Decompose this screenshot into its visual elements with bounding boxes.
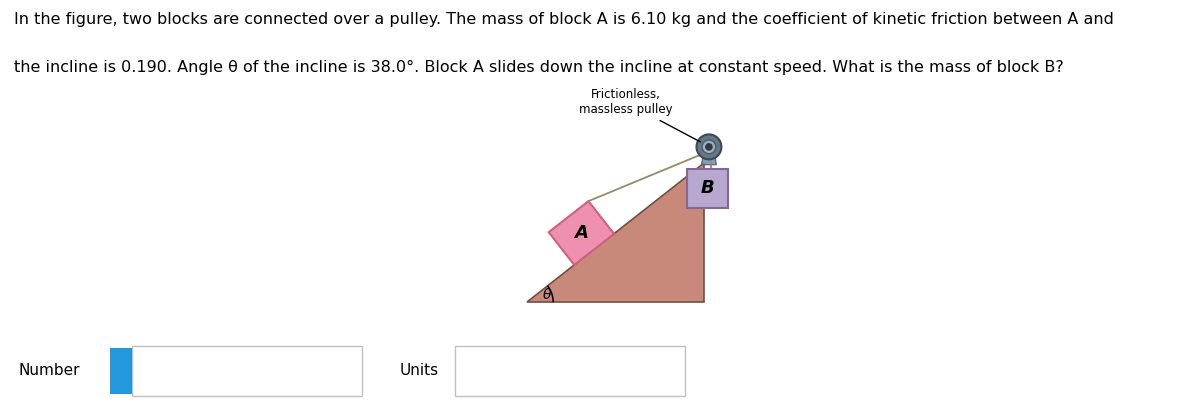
Polygon shape — [527, 163, 704, 302]
Bar — [132, 346, 362, 396]
Text: ∨: ∨ — [667, 364, 677, 378]
Circle shape — [706, 144, 712, 150]
Text: θ: θ — [542, 288, 551, 302]
Text: Number: Number — [18, 363, 79, 378]
Text: In the figure, two blocks are connected over a pulley. The mass of block A is 6.: In the figure, two blocks are connected … — [14, 12, 1115, 27]
Text: A: A — [575, 224, 588, 242]
Text: B: B — [701, 179, 714, 197]
Text: Units: Units — [400, 363, 439, 378]
Circle shape — [696, 134, 721, 159]
Polygon shape — [548, 201, 614, 265]
Bar — [455, 346, 685, 396]
Circle shape — [702, 140, 715, 154]
Polygon shape — [702, 147, 716, 165]
Text: Frictionless,
massless pulley: Frictionless, massless pulley — [580, 89, 701, 142]
Text: i: i — [119, 364, 124, 378]
Bar — [110, 348, 132, 394]
Bar — [686, 169, 728, 208]
Text: the incline is 0.190. Angle θ of the incline is 38.0°. Block A slides down the i: the incline is 0.190. Angle θ of the inc… — [14, 60, 1064, 75]
